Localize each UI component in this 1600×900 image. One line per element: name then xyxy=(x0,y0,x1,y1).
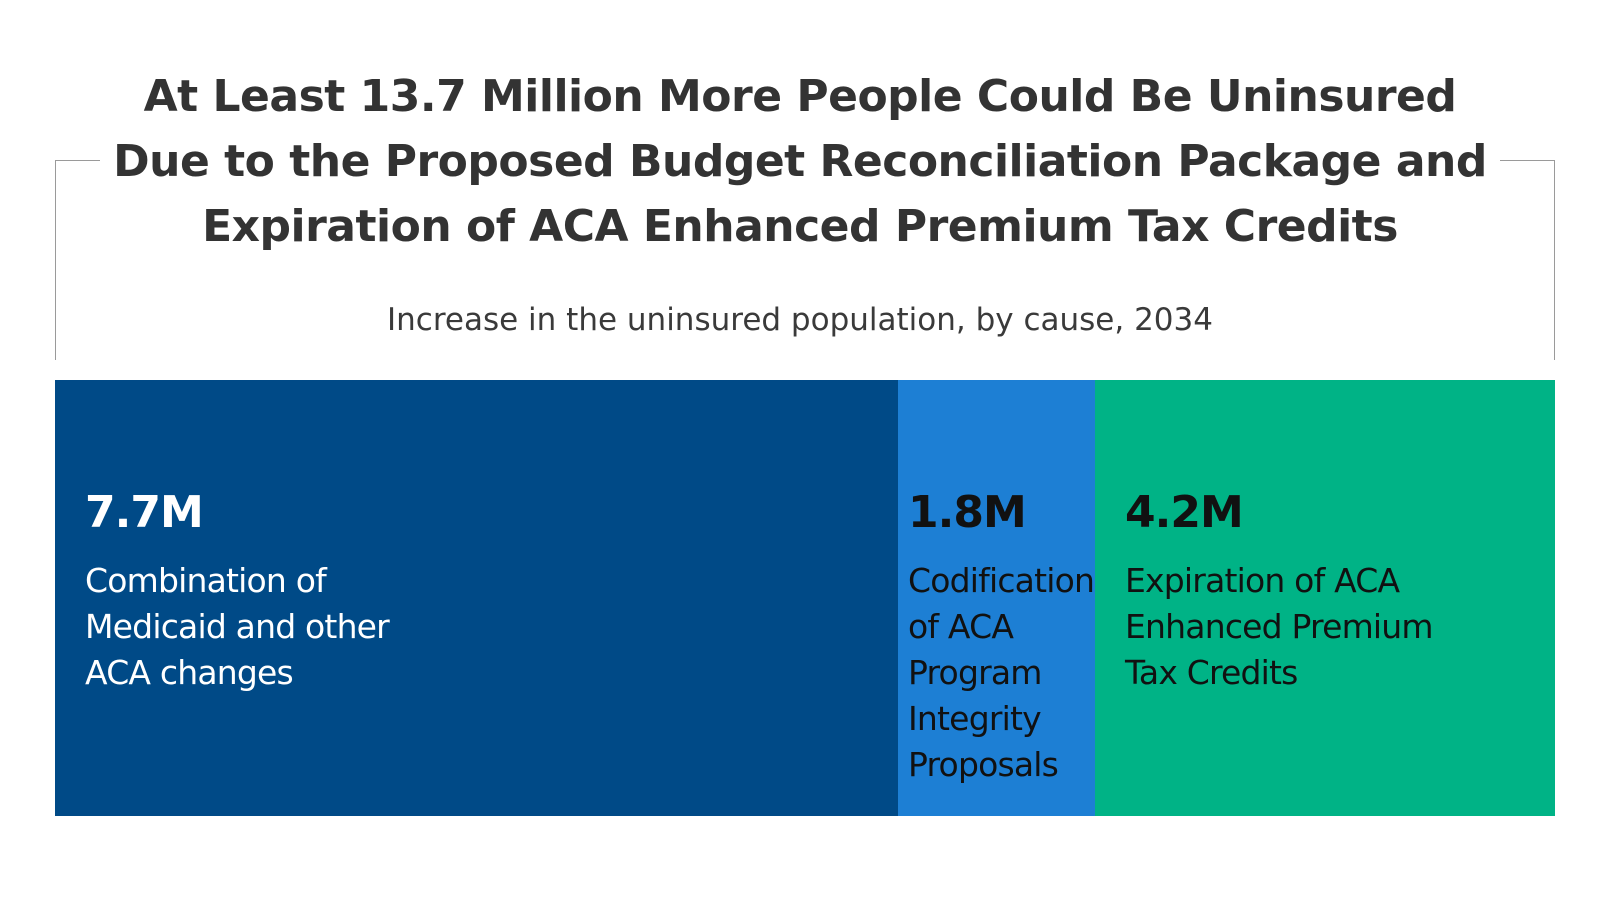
chart-title: At Least 13.7 Million More People Could … xyxy=(100,58,1500,265)
chart-title-line-2: Due to the Proposed Budget Reconciliatio… xyxy=(113,136,1487,187)
bar-segment-3: 4.2M Expiration of ACA Enhanced Premium T… xyxy=(1095,380,1555,816)
segment-category-label: Expiration of ACA Enhanced Premium Tax C… xyxy=(1125,561,1434,692)
chart-subtitle: Increase in the uninsured population, by… xyxy=(387,302,1213,338)
stacked-bar: 7.7M Combination of Medicaid and other AC… xyxy=(55,380,1555,816)
segment-value-label: 1.8M xyxy=(908,487,1027,538)
segment-category-label: Codification of ACA Program Integrity Pr… xyxy=(908,561,1095,784)
bar-segment-2: 1.8M Codification of ACA Program Integrit… xyxy=(898,380,1095,816)
segment-value-label: 7.7M xyxy=(85,487,204,538)
chart-title-line-1: At Least 13.7 Million More People Could … xyxy=(143,71,1457,122)
bar-segment-1: 7.7M Combination of Medicaid and other AC… xyxy=(55,380,898,816)
segment-value-label: 4.2M xyxy=(1125,487,1244,538)
chart-title-line-3: Expiration of ACA Enhanced Premium Tax C… xyxy=(202,201,1398,252)
segment-category-label: Combination of Medicaid and other ACA ch… xyxy=(85,561,390,692)
